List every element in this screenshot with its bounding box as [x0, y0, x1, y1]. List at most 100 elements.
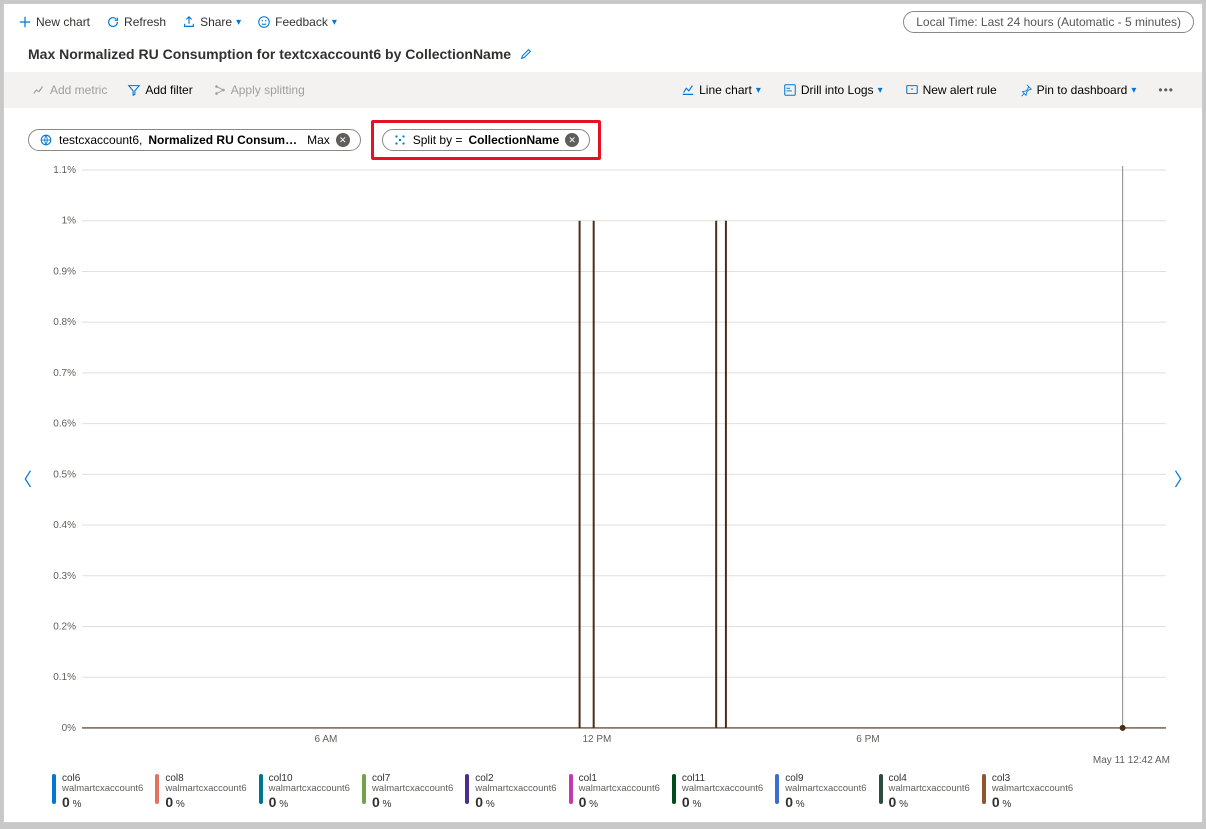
- legend-series-sub: walmartcxaccount6: [269, 784, 350, 794]
- share-label: Share: [200, 15, 232, 29]
- add-filter-button[interactable]: Add filter: [123, 81, 196, 99]
- chart-type-label: Line chart: [699, 83, 752, 97]
- legend-color-bar: [362, 774, 366, 804]
- plus-icon: [18, 15, 32, 29]
- split-icon: [213, 83, 227, 97]
- legend-series-sub: walmartcxaccount6: [785, 784, 866, 794]
- legend-series-value: 0 %: [785, 795, 866, 810]
- legend-item[interactable]: col10 walmartcxaccount6 0 %: [259, 773, 350, 810]
- legend-color-bar: [569, 774, 573, 804]
- metrics-window: New chart Refresh Share ▾ Feedback ▾ Loc…: [3, 3, 1203, 823]
- share-button[interactable]: Share ▾: [176, 11, 247, 33]
- legend-text: col10 walmartcxaccount6 0 %: [269, 773, 350, 810]
- chevron-down-icon: ▾: [878, 85, 883, 96]
- svg-text:0.9%: 0.9%: [53, 266, 76, 277]
- chart-svg: 1.1%1%0.9%0.8%0.7%0.6%0.5%0.4%0.3%0.2%0.…: [48, 166, 1170, 748]
- legend-color-bar: [982, 774, 986, 804]
- add-metric-button[interactable]: Add metric: [28, 81, 111, 99]
- svg-text:0.1%: 0.1%: [53, 672, 76, 683]
- split-pill-prefix: Split by =: [413, 133, 463, 147]
- metric-pill-name: Normalized RU Consum…: [148, 133, 297, 147]
- ellipsis-icon: •••: [1158, 83, 1174, 97]
- split-pill[interactable]: Split by = CollectionName ✕: [382, 129, 590, 151]
- svg-text:0.4%: 0.4%: [53, 520, 76, 531]
- legend-item[interactable]: col6 walmartcxaccount6 0 %: [52, 773, 143, 810]
- legend-color-bar: [879, 774, 883, 804]
- refresh-button[interactable]: Refresh: [100, 11, 172, 33]
- legend-series-sub: walmartcxaccount6: [682, 784, 763, 794]
- legend-series-value: 0 %: [889, 795, 970, 810]
- chevron-down-icon: ▾: [756, 85, 761, 96]
- line-chart[interactable]: 1.1%1%0.9%0.8%0.7%0.6%0.5%0.4%0.3%0.2%0.…: [48, 166, 1170, 748]
- add-metric-label: Add metric: [50, 83, 107, 97]
- legend-text: col3 walmartcxaccount6 0 %: [992, 773, 1073, 810]
- more-button[interactable]: •••: [1154, 81, 1178, 99]
- legend-series-sub: walmartcxaccount6: [579, 784, 660, 794]
- edit-icon[interactable]: [519, 47, 533, 61]
- legend-item[interactable]: col11 walmartcxaccount6 0 %: [672, 773, 763, 810]
- next-chart-button[interactable]: 〉: [1174, 466, 1192, 492]
- legend-item[interactable]: col2 walmartcxaccount6 0 %: [465, 773, 556, 810]
- legend-text: col7 walmartcxaccount6 0 %: [372, 773, 453, 810]
- legend-text: col2 walmartcxaccount6 0 %: [475, 773, 556, 810]
- chevron-down-icon: ▾: [1131, 85, 1136, 96]
- drill-logs-label: Drill into Logs: [801, 83, 874, 97]
- svg-text:0.8%: 0.8%: [53, 317, 76, 328]
- legend-item[interactable]: col3 walmartcxaccount6 0 %: [982, 773, 1073, 810]
- legend-series-value: 0 %: [372, 795, 453, 810]
- legend-series-sub: walmartcxaccount6: [475, 784, 556, 794]
- svg-text:0.6%: 0.6%: [53, 419, 76, 430]
- new-alert-button[interactable]: New alert rule: [901, 81, 1001, 99]
- legend: col6 walmartcxaccount6 0 % col8 walmartc…: [52, 773, 1170, 810]
- svg-text:6 PM: 6 PM: [856, 734, 879, 745]
- right-toolbar: Line chart ▾ Drill into Logs ▾ New alert…: [677, 81, 1178, 99]
- legend-item[interactable]: col4 walmartcxaccount6 0 %: [879, 773, 970, 810]
- title-row: Max Normalized RU Consumption for textcx…: [4, 40, 1202, 72]
- filter-icon: [127, 83, 141, 97]
- svg-text:6 AM: 6 AM: [315, 734, 338, 745]
- drill-logs-button[interactable]: Drill into Logs ▾: [779, 81, 887, 99]
- chart-type-button[interactable]: Line chart ▾: [677, 81, 765, 99]
- apply-splitting-label: Apply splitting: [231, 83, 305, 97]
- pin-icon: [1019, 83, 1033, 97]
- remove-metric-button[interactable]: ✕: [336, 133, 350, 147]
- legend-text: col4 walmartcxaccount6 0 %: [889, 773, 970, 810]
- legend-color-bar: [672, 774, 676, 804]
- chevron-down-icon: ▾: [332, 17, 337, 28]
- svg-text:0.7%: 0.7%: [53, 368, 76, 379]
- remove-split-button[interactable]: ✕: [565, 133, 579, 147]
- legend-series-sub: walmartcxaccount6: [889, 784, 970, 794]
- metric-pill[interactable]: testcxaccount6, Normalized RU Consum… Ma…: [28, 129, 361, 151]
- time-range-label: Local Time: Last 24 hours (Automatic - 5…: [916, 15, 1181, 29]
- legend-item[interactable]: col7 walmartcxaccount6 0 %: [362, 773, 453, 810]
- legend-text: col8 walmartcxaccount6 0 %: [165, 773, 246, 810]
- apply-splitting-button[interactable]: Apply splitting: [209, 81, 309, 99]
- legend-series-sub: walmartcxaccount6: [372, 784, 453, 794]
- metric-icon: [32, 83, 46, 97]
- prev-chart-button[interactable]: 〈: [14, 466, 32, 492]
- feedback-button[interactable]: Feedback ▾: [251, 11, 343, 33]
- feedback-label: Feedback: [275, 15, 328, 29]
- chevron-down-icon: ▾: [236, 17, 241, 28]
- legend-series-value: 0 %: [475, 795, 556, 810]
- legend-series-value: 0 %: [269, 795, 350, 810]
- legend-series-value: 0 %: [682, 795, 763, 810]
- pin-dashboard-button[interactable]: Pin to dashboard ▾: [1015, 81, 1141, 99]
- logs-icon: [783, 83, 797, 97]
- alert-icon: [905, 83, 919, 97]
- metric-toolbar: Add metric Add filter Apply splitting Li…: [4, 72, 1202, 108]
- legend-color-bar: [775, 774, 779, 804]
- legend-item[interactable]: col9 walmartcxaccount6 0 %: [775, 773, 866, 810]
- svg-text:1.1%: 1.1%: [53, 166, 76, 176]
- legend-item[interactable]: col1 walmartcxaccount6 0 %: [569, 773, 660, 810]
- legend-item[interactable]: col8 walmartcxaccount6 0 %: [155, 773, 246, 810]
- time-range-pill[interactable]: Local Time: Last 24 hours (Automatic - 5…: [903, 11, 1194, 33]
- legend-color-bar: [259, 774, 263, 804]
- legend-text: col11 walmartcxaccount6 0 %: [682, 773, 763, 810]
- legend-series-value: 0 %: [62, 795, 143, 810]
- smiley-icon: [257, 15, 271, 29]
- new-chart-button[interactable]: New chart: [12, 11, 96, 33]
- line-chart-icon: [681, 83, 695, 97]
- top-toolbar: New chart Refresh Share ▾ Feedback ▾ Loc…: [4, 4, 1202, 40]
- legend-series-sub: walmartcxaccount6: [62, 784, 143, 794]
